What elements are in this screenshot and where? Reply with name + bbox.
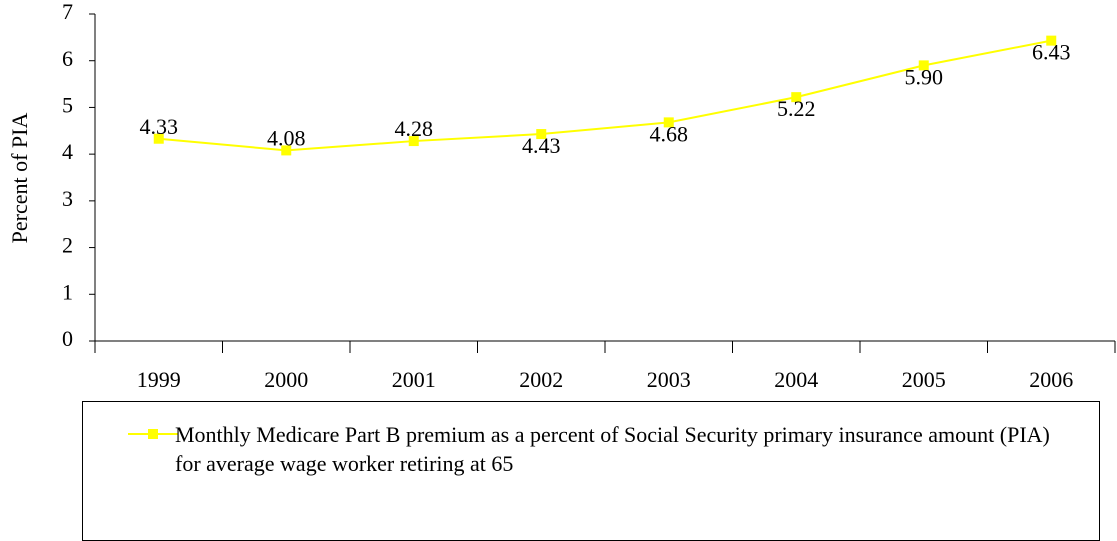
x-tick-label: 2006: [1029, 367, 1073, 392]
legend-label: Monthly Medicare Part B premium as a per…: [175, 422, 1050, 476]
marker: [408, 136, 419, 147]
marker: [153, 133, 164, 144]
legend-key: [128, 429, 178, 439]
y-tick-label: 2: [62, 233, 73, 258]
y-tick-label: 4: [62, 139, 73, 164]
y-tick-label: 5: [62, 92, 73, 117]
x-tick-label: 2001: [392, 367, 436, 392]
data-label: 4.43: [522, 133, 561, 158]
marker: [536, 129, 547, 140]
x-tick-label: 2002: [519, 367, 563, 392]
y-tick-label: 6: [62, 46, 73, 71]
marker: [791, 92, 802, 103]
y-tick-label: 0: [62, 326, 73, 351]
line: [158, 39, 1052, 152]
x-tick-label: 2000: [264, 367, 308, 392]
marker: [918, 60, 929, 71]
legend-marker: [148, 429, 158, 439]
x-tick-label: 2005: [902, 367, 946, 392]
data-label: 6.43: [1032, 40, 1071, 65]
marker: [1046, 35, 1057, 46]
y-tick-label: 7: [62, 0, 73, 24]
x-tick-label: 2003: [647, 367, 691, 392]
marker: [281, 145, 292, 156]
data-label: 5.90: [905, 64, 944, 89]
y-tick-label: 1: [62, 279, 73, 304]
marker: [663, 117, 674, 128]
data-label: 4.33: [140, 114, 179, 139]
data-label: 5.22: [777, 96, 816, 121]
data-label: 4.28: [395, 116, 434, 141]
data-label: 4.68: [650, 121, 689, 146]
x-tick-label: 1999: [137, 367, 181, 392]
x-tick-label: 2004: [774, 367, 818, 392]
data-label: 4.08: [267, 125, 306, 150]
y-tick-label: 3: [62, 186, 73, 211]
legend: Monthly Medicare Part B premium as a per…: [82, 401, 1100, 541]
y-axis-title: Percent of PIA: [7, 113, 32, 244]
